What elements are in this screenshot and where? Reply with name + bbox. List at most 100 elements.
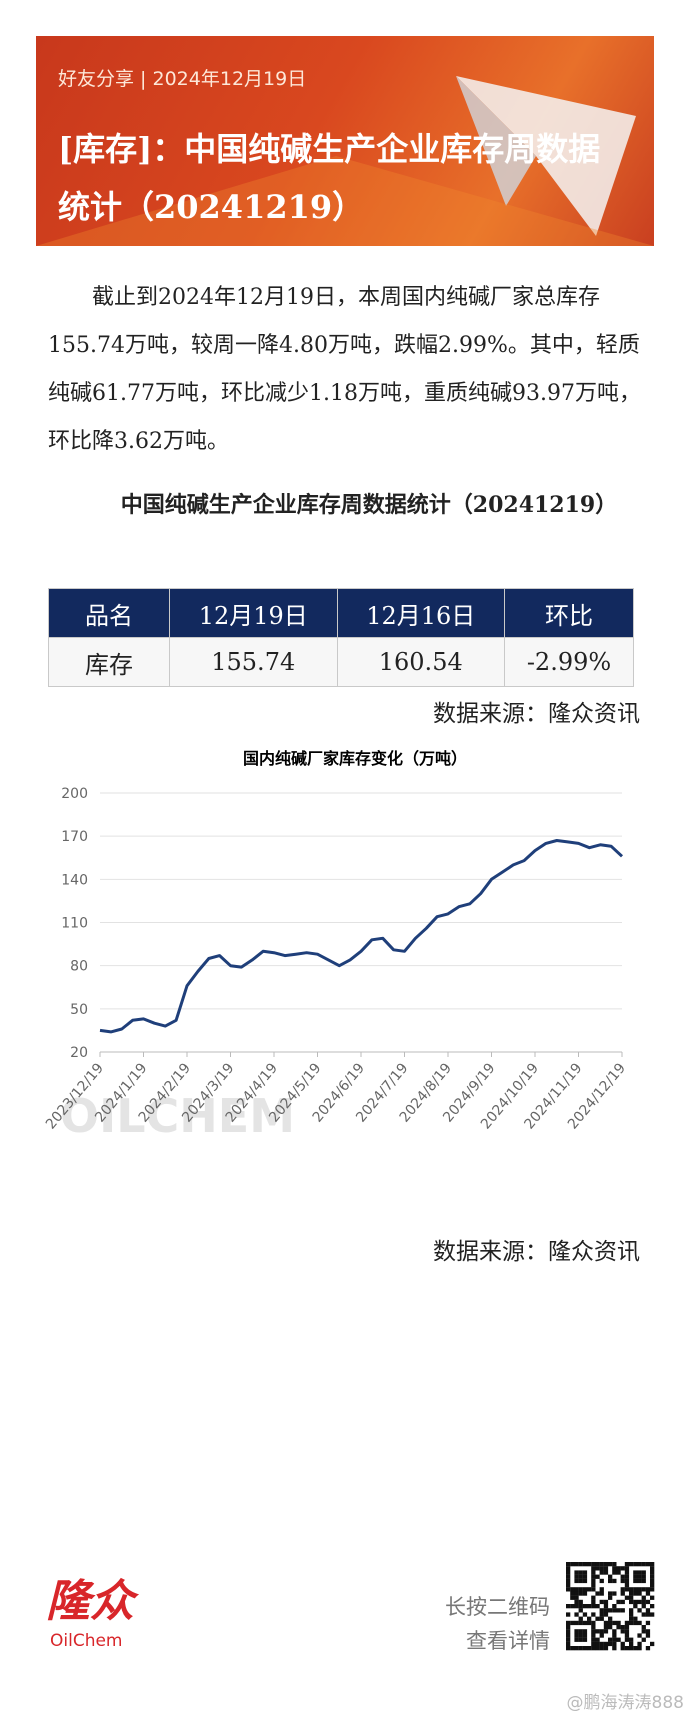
qr-cell <box>637 1608 642 1613</box>
qr-cell <box>650 1595 655 1600</box>
qr-cell <box>578 1616 583 1621</box>
qr-cell <box>629 1620 634 1626</box>
qr-cell <box>620 1578 625 1584</box>
qr-cell <box>591 1604 596 1609</box>
qr-cell <box>574 1591 579 1596</box>
qr-cell <box>608 1620 613 1626</box>
header-banner: 好友分享 | 2024年12月19日 [库存]：中国纯碱生产企业库存周数据统计（… <box>36 36 654 246</box>
qr-cell <box>595 1616 600 1621</box>
qr-cell <box>612 1562 617 1567</box>
qr-cell <box>595 1604 600 1609</box>
qr-cell <box>587 1646 592 1651</box>
qr-cell <box>591 1629 596 1634</box>
qr-cell <box>616 1608 621 1613</box>
qr-cell <box>582 1612 588 1617</box>
qr-cell <box>624 1620 630 1626</box>
qr-cell <box>629 1616 634 1621</box>
qr-cell <box>574 1574 579 1579</box>
qr-cell <box>582 1646 588 1651</box>
qr-cell <box>574 1595 579 1600</box>
qr-cell <box>566 1570 571 1575</box>
qr-cell <box>608 1641 613 1647</box>
qr-cell <box>574 1612 579 1617</box>
qr-cell <box>599 1566 604 1571</box>
qr-cell <box>612 1570 617 1575</box>
qr-cell <box>603 1646 609 1651</box>
qr-cell <box>608 1591 613 1596</box>
qr-cell <box>599 1616 604 1621</box>
qr-cell <box>645 1612 651 1617</box>
qr-cell <box>599 1641 604 1647</box>
qr-cell <box>595 1574 600 1579</box>
qr-cell <box>591 1570 596 1575</box>
table-cell: 160.54 <box>336 637 505 687</box>
qr-cell <box>574 1562 579 1567</box>
qr-cell <box>603 1612 609 1617</box>
banner-art <box>36 76 654 246</box>
qr-cell <box>637 1570 642 1575</box>
qr-cell <box>591 1599 596 1605</box>
qr-cell <box>629 1612 634 1617</box>
qr-cell <box>599 1591 604 1596</box>
qr-cell <box>641 1562 646 1567</box>
qr-cell <box>629 1599 634 1605</box>
qr-cell <box>603 1562 609 1567</box>
qr-cell <box>633 1574 638 1579</box>
table-cell: -2.99% <box>504 637 634 687</box>
qr-cell <box>595 1562 600 1567</box>
qr-cell <box>603 1629 609 1634</box>
qr-cell <box>566 1620 571 1626</box>
qr-cell <box>624 1595 630 1600</box>
qr-cell <box>650 1587 655 1592</box>
qr-cell <box>608 1625 613 1630</box>
qr-cell <box>624 1646 630 1651</box>
qr-cell <box>591 1625 596 1630</box>
qr-cell <box>582 1570 588 1575</box>
qr-cell <box>566 1583 571 1588</box>
qr-cell <box>624 1633 630 1638</box>
qr-cell <box>587 1616 592 1621</box>
qr-cell <box>608 1608 613 1613</box>
qr-cell <box>629 1641 634 1647</box>
qr-cell <box>566 1629 571 1634</box>
qr-cell <box>578 1608 583 1613</box>
qr-cell <box>612 1646 617 1651</box>
qr-cell <box>620 1646 625 1651</box>
qr-cell <box>595 1637 600 1642</box>
qr-cell <box>578 1562 583 1567</box>
qr-cell <box>612 1578 617 1584</box>
watermark: OILCHEM <box>60 1089 295 1143</box>
qr-cell <box>603 1641 609 1647</box>
qr-cell <box>599 1646 604 1651</box>
qr-cell <box>591 1620 596 1626</box>
qr-cell <box>637 1620 642 1626</box>
qr-cell <box>578 1574 583 1579</box>
qr-cell <box>641 1570 646 1575</box>
qr-cell <box>574 1570 579 1575</box>
qr-cell <box>591 1646 596 1651</box>
qr-cell <box>566 1641 571 1647</box>
qr-cell <box>633 1562 638 1567</box>
qr-cell <box>574 1633 579 1638</box>
qr-cell <box>603 1620 609 1626</box>
qr-cell <box>650 1578 655 1584</box>
qr-cell <box>612 1591 617 1596</box>
qr-cell <box>566 1587 571 1592</box>
qr-cell <box>633 1591 638 1596</box>
qr-cell <box>582 1633 588 1638</box>
qr-cell <box>603 1566 609 1571</box>
table-header: 12月19日 <box>169 588 338 638</box>
qr-cell <box>603 1599 609 1605</box>
table-header: 12月16日 <box>336 588 505 638</box>
qr-cell <box>578 1591 583 1596</box>
qr-code[interactable] <box>566 1562 655 1651</box>
qr-cell <box>620 1587 625 1592</box>
qr-cell <box>624 1570 630 1575</box>
qr-cell <box>641 1595 646 1600</box>
qr-cell <box>641 1599 646 1605</box>
y-tick-label: 170 <box>61 829 88 845</box>
y-tick-label: 140 <box>61 872 88 888</box>
qr-cell <box>587 1562 592 1567</box>
qr-cell <box>641 1604 646 1609</box>
